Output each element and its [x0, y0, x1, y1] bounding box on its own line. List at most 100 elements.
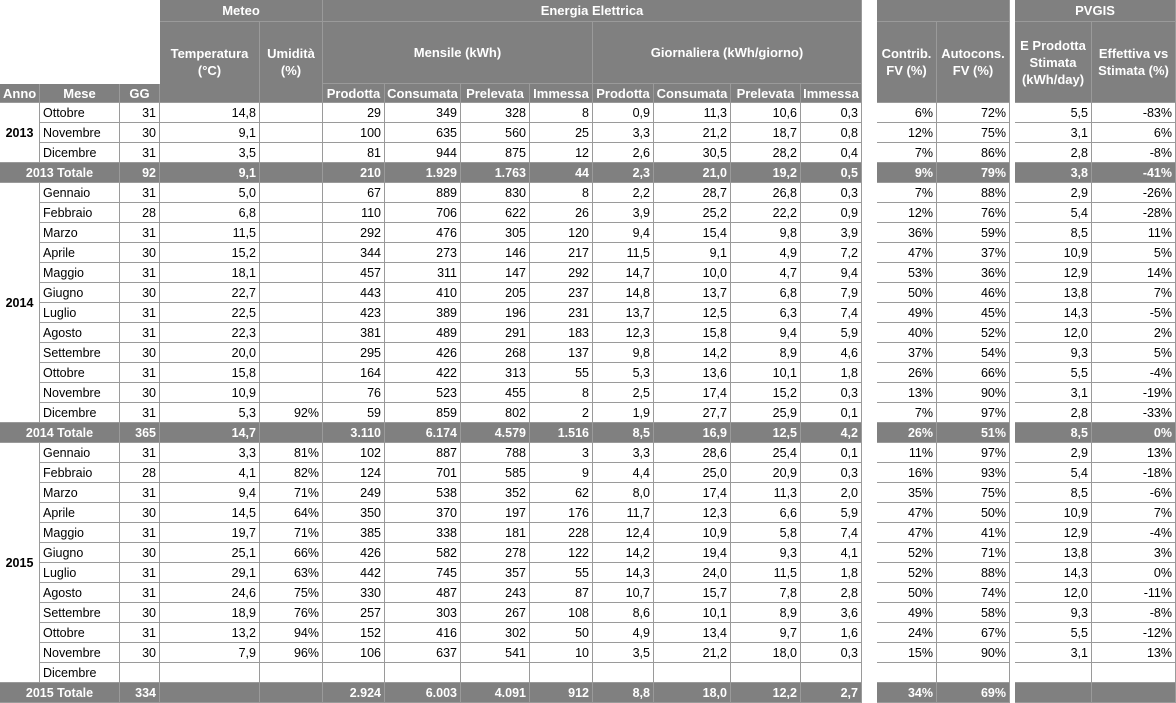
total-cell: 51%: [937, 423, 1010, 443]
value-cell: 62: [530, 483, 593, 503]
value-cell: 108: [530, 603, 593, 623]
value-cell: 3,1: [1015, 123, 1092, 143]
value-cell: 18,0: [731, 643, 801, 663]
value-cell: 50%: [937, 503, 1010, 523]
value-cell: 22,7: [160, 283, 260, 303]
value-cell: 110: [323, 203, 385, 223]
value-cell: 18,1: [160, 263, 260, 283]
value-cell: 1,9: [593, 403, 654, 423]
value-cell: -11%: [1092, 583, 1176, 603]
value-cell: 12,0: [1015, 323, 1092, 343]
total-cell: 79%: [937, 163, 1010, 183]
month-cell: Luglio: [40, 563, 120, 583]
value-cell: [530, 663, 593, 683]
total-cell: 0,5: [801, 163, 862, 183]
value-cell: 10,1: [731, 363, 801, 383]
value-cell: 19,4: [654, 543, 731, 563]
value-cell: 273: [385, 243, 461, 263]
value-cell: 802: [461, 403, 530, 423]
value-cell: -8%: [1092, 143, 1176, 163]
value-cell: 88%: [937, 183, 1010, 203]
month-cell: Luglio: [40, 303, 120, 323]
value-cell: 10,9: [1015, 503, 1092, 523]
value-cell: 15,8: [654, 323, 731, 343]
value-cell: 17,4: [654, 383, 731, 403]
total-cell: [160, 683, 260, 703]
column-header: GG: [120, 84, 160, 103]
value-cell: 146: [461, 243, 530, 263]
month-cell: Marzo: [40, 223, 120, 243]
value-cell: [260, 143, 323, 163]
value-cell: 13,7: [654, 283, 731, 303]
month-cell: Giugno: [40, 283, 120, 303]
value-cell: 11,5: [731, 563, 801, 583]
value-cell: 6%: [1092, 123, 1176, 143]
value-cell: 11,5: [160, 223, 260, 243]
value-cell: 28,7: [654, 183, 731, 203]
total-cell: 12,2: [731, 683, 801, 703]
value-cell: 8,9: [731, 603, 801, 623]
value-cell: -8%: [1092, 603, 1176, 623]
value-cell: 0,9: [593, 103, 654, 123]
value-cell: -12%: [1092, 623, 1176, 643]
value-cell: 9,4: [593, 223, 654, 243]
value-cell: 30: [120, 603, 160, 623]
value-cell: -83%: [1092, 103, 1176, 123]
value-cell: 4,1: [160, 463, 260, 483]
value-cell: [260, 343, 323, 363]
value-cell: 292: [323, 223, 385, 243]
month-cell: Febbraio: [40, 463, 120, 483]
value-cell: [260, 303, 323, 323]
value-cell: 3,5: [593, 643, 654, 663]
value-cell: -18%: [1092, 463, 1176, 483]
value-cell: 422: [385, 363, 461, 383]
value-cell: 17,4: [654, 483, 731, 503]
total-cell: [1015, 683, 1092, 703]
value-cell: 303: [385, 603, 461, 623]
value-cell: 11,3: [731, 483, 801, 503]
value-cell: 75%: [937, 123, 1010, 143]
value-cell: 5,5: [1015, 623, 1092, 643]
value-cell: 788: [461, 443, 530, 463]
value-cell: 2,0: [801, 483, 862, 503]
value-cell: 231: [530, 303, 593, 323]
value-cell: 10,9: [160, 383, 260, 403]
value-cell: 7,9: [801, 283, 862, 303]
value-cell: 13%: [1092, 443, 1176, 463]
value-cell: 28: [120, 203, 160, 223]
month-cell: Dicembre: [40, 403, 120, 423]
value-cell: 124: [323, 463, 385, 483]
value-cell: 228: [530, 523, 593, 543]
total-cell: 210: [323, 163, 385, 183]
value-cell: 476: [385, 223, 461, 243]
month-cell: Ottobre: [40, 103, 120, 123]
value-cell: 30: [120, 503, 160, 523]
total-cell: 34%: [877, 683, 937, 703]
value-cell: [731, 663, 801, 683]
value-cell: 217: [530, 243, 593, 263]
value-cell: 4,9: [593, 623, 654, 643]
value-cell: 25,9: [731, 403, 801, 423]
column-header: Anno: [0, 84, 40, 103]
value-cell: 59%: [937, 223, 1010, 243]
month-cell: Gennaio: [40, 443, 120, 463]
year-cell: 2014: [0, 183, 40, 423]
value-cell: 53%: [877, 263, 937, 283]
value-cell: 8: [530, 183, 593, 203]
value-cell: 257: [323, 603, 385, 623]
value-cell: 14,8: [160, 103, 260, 123]
value-cell: 2,2: [593, 183, 654, 203]
value-cell: 197: [461, 503, 530, 523]
value-cell: 49%: [877, 303, 937, 323]
total-cell: 365: [120, 423, 160, 443]
value-cell: 538: [385, 483, 461, 503]
group-header: PVGIS: [1015, 0, 1176, 22]
value-cell: 47%: [877, 243, 937, 263]
value-cell: 55: [530, 363, 593, 383]
value-cell: 7%: [1092, 283, 1176, 303]
value-cell: 13%: [877, 383, 937, 403]
year-cell: 2015: [0, 443, 40, 683]
value-cell: 2,9: [1015, 183, 1092, 203]
value-cell: 46%: [937, 283, 1010, 303]
value-cell: 349: [385, 103, 461, 123]
